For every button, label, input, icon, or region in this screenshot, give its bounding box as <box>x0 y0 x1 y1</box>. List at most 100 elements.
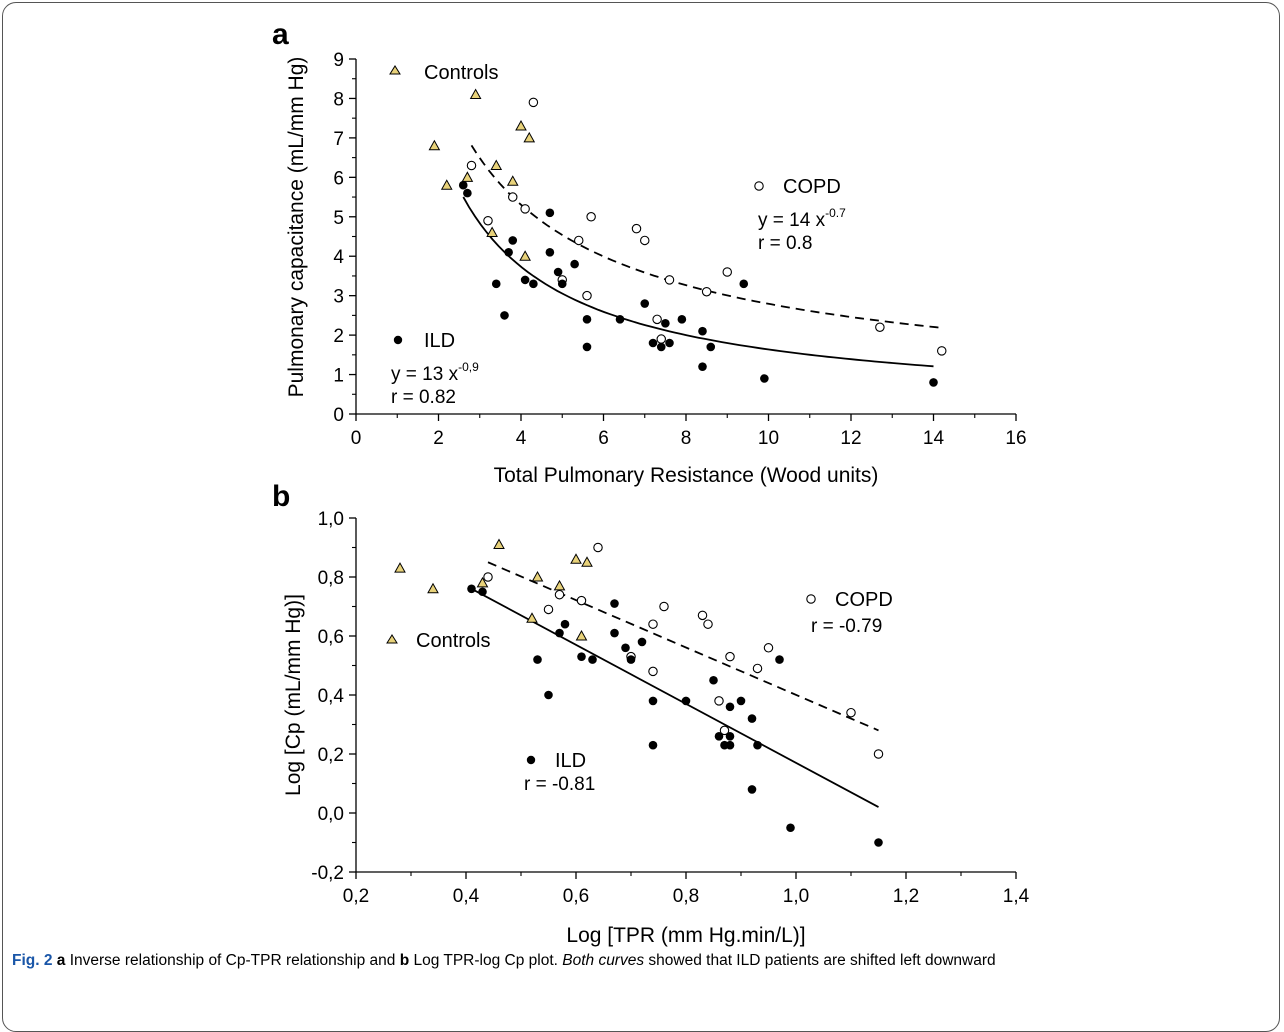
copd-point <box>576 595 587 606</box>
ild-point <box>714 732 724 741</box>
copd-point <box>483 215 493 226</box>
copd-open-circle-marker <box>806 594 816 604</box>
figure-charts: a Total Pulmonary Resistance (Wood units… <box>272 18 1030 947</box>
ild-point <box>698 326 707 336</box>
ild-point <box>775 655 784 664</box>
panel-b-label: b <box>272 480 290 513</box>
panel-b-y-axis-label: Log [Cp (mL/mm Hg)] <box>282 594 305 796</box>
panel-a-chart: a Total Pulmonary Resistance (Wood units… <box>272 18 1027 487</box>
copd-point <box>648 666 658 677</box>
x-tick-label: 12 <box>840 428 861 449</box>
copd-point <box>507 192 518 202</box>
controls-point <box>461 171 474 182</box>
copd-point <box>719 725 730 736</box>
panel-a-fit-curves <box>462 144 942 368</box>
ild-point <box>753 740 762 750</box>
x-tick-label: 16 <box>1005 428 1026 449</box>
ild-point <box>478 587 487 597</box>
copd-fit-line <box>487 561 879 732</box>
controls-point <box>553 579 566 591</box>
controls-triangle-marker <box>389 65 401 75</box>
copd-point <box>573 235 584 246</box>
ild-point <box>553 267 563 277</box>
panel-a-y-axis-label: Pulmonary capacitance (mL/mm Hg) <box>285 57 308 398</box>
copd-point <box>703 619 713 629</box>
controls-point <box>523 131 536 143</box>
ild-point <box>557 279 567 289</box>
y-tick-label: 0,4 <box>318 686 345 707</box>
ild-point <box>500 311 509 320</box>
x-tick-label: 0 <box>351 428 362 449</box>
y-tick-label: 0 <box>333 405 344 426</box>
copd-point <box>725 651 735 662</box>
copd-point <box>582 290 592 301</box>
caption-text-italic: Both curves <box>562 952 645 969</box>
ild-point <box>529 279 538 289</box>
panel-b-axes: 0,2 0,4 0,6 0,8 1,0 1,2 1,4 -0,2 0,0 0,2 0,4 0,6 0,8… <box>311 509 1029 907</box>
ild-point <box>582 315 592 324</box>
panel-a-ild-equation: y = 13 x-0,9 <box>391 360 479 385</box>
panel-b-ild-r: r = -0.81 <box>524 774 595 795</box>
ild-point <box>709 675 718 685</box>
controls-point <box>515 120 527 131</box>
ild-point <box>874 838 883 847</box>
x-tick-label: 0,6 <box>563 886 589 907</box>
copd-point <box>752 663 763 674</box>
copd-point <box>763 643 774 653</box>
copd-point <box>586 212 596 222</box>
x-tick-label: 10 <box>758 428 779 449</box>
caption-panel-a-ref: a <box>56 952 66 969</box>
panel-b-copd-r: r = -0.79 <box>811 616 882 637</box>
panel-a-ild-label: ILD <box>424 330 455 352</box>
y-tick-label: 7 <box>333 129 344 150</box>
y-tick-label: 3 <box>333 287 344 308</box>
caption-panel-b-ref: b <box>399 952 410 969</box>
x-tick-label: 8 <box>681 428 692 449</box>
ild-point <box>577 652 586 661</box>
ild-point <box>582 342 592 352</box>
copd-point <box>656 334 666 344</box>
controls-point <box>570 553 582 564</box>
ild-point <box>467 584 476 594</box>
panel-a-legend-copd: COPD y = 14 x-0.7 r = 0.8 <box>754 176 846 254</box>
y-tick-label: 6 <box>333 168 344 189</box>
copd-point <box>466 160 477 171</box>
ild-filled-circle-marker <box>526 755 536 765</box>
caption-text-1: Inverse relationship of Cp-TPR relations… <box>65 952 400 969</box>
copd-point <box>697 610 708 621</box>
ild-point <box>760 374 769 383</box>
y-tick-label: 0,6 <box>318 627 344 648</box>
copd-point <box>936 346 947 356</box>
ild-point <box>698 362 707 371</box>
copd-equation-exponent: -0.7 <box>825 206 846 220</box>
ild-point <box>637 637 647 647</box>
ild-point <box>725 740 735 750</box>
controls-point <box>394 562 406 573</box>
copd-point <box>875 322 885 332</box>
panel-a-ild-r: r = 0.82 <box>391 387 456 408</box>
x-tick-label: 1,2 <box>893 886 919 907</box>
controls-point <box>531 570 544 582</box>
ild-point <box>681 696 691 706</box>
y-tick-label: 1 <box>333 366 344 387</box>
ild-fit-curve <box>462 196 934 368</box>
controls-point <box>469 88 482 99</box>
panel-a-copd-equation: y = 14 x-0.7 <box>758 206 846 231</box>
panel-a-controls-label: Controls <box>424 62 498 84</box>
ild-point <box>661 318 670 328</box>
y-tick-label: 0,0 <box>318 804 344 825</box>
panel-a-legend-controls: Controls <box>389 62 498 84</box>
ild-point <box>677 315 687 324</box>
ild-point <box>929 378 938 387</box>
ild-point <box>665 338 674 348</box>
ild-fit-line <box>471 588 879 808</box>
x-tick-label: 0,8 <box>673 886 699 907</box>
panel-b-legend-copd: COPD r = -0.79 <box>806 589 893 637</box>
ild-point <box>725 702 735 712</box>
controls-point <box>575 629 588 641</box>
copd-point <box>722 267 732 277</box>
controls-point <box>506 175 519 186</box>
panel-b-copd-label: COPD <box>835 589 893 611</box>
ild-point <box>656 342 666 352</box>
